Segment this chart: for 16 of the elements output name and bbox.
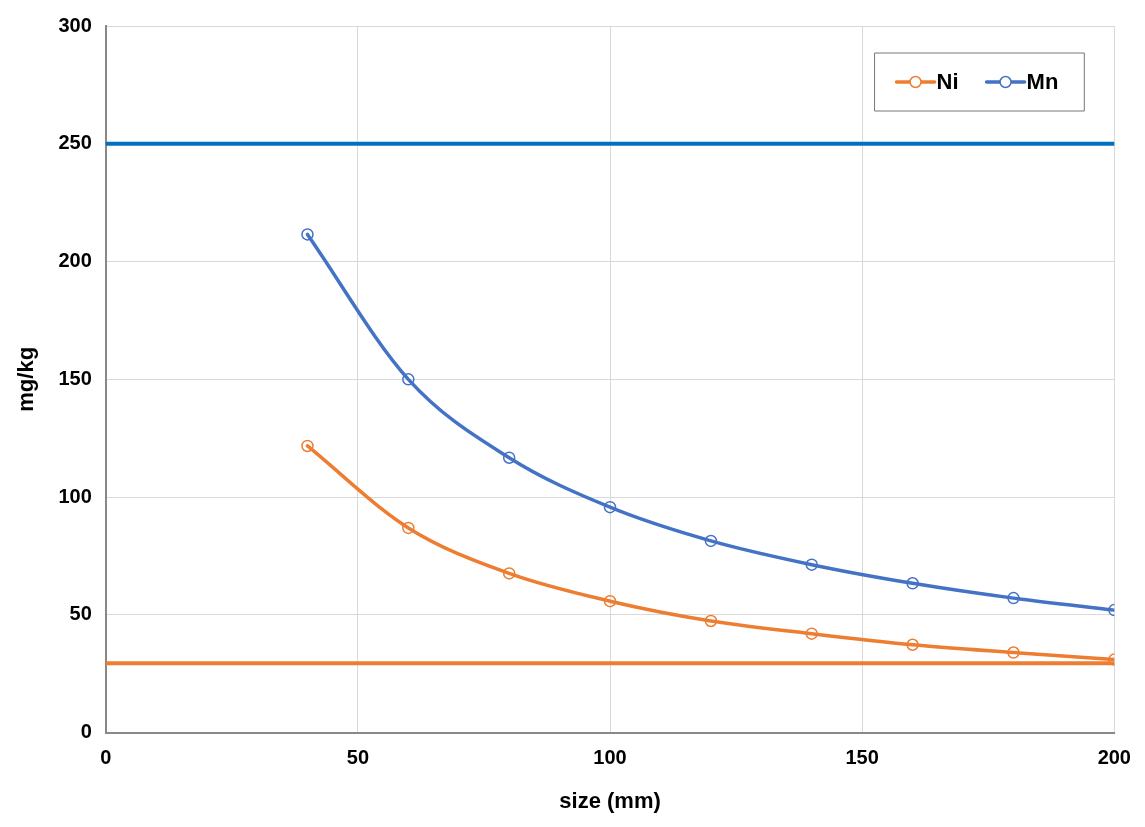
x-tick-label: 200 [1097,746,1131,769]
y-tick-label: 250 [58,131,92,154]
x-axis-title: size (mm) [559,787,661,813]
y-tick-label: 100 [58,484,92,507]
legend-label: Ni [936,69,959,95]
y-tick-label: 50 [69,602,92,625]
y-tick-label: 200 [58,249,92,272]
y-axis-title: mg/kg [13,346,39,412]
x-tick-label: 0 [100,746,112,769]
x-tick-label: 50 [346,746,370,769]
x-tick-label: 100 [593,746,627,769]
x-tick-label: 150 [845,746,879,769]
legend-label: Mn [1026,69,1059,95]
y-tick-label: 150 [58,366,92,389]
y-tick-label: 0 [80,720,92,743]
y-tick-label: 300 [58,13,92,36]
